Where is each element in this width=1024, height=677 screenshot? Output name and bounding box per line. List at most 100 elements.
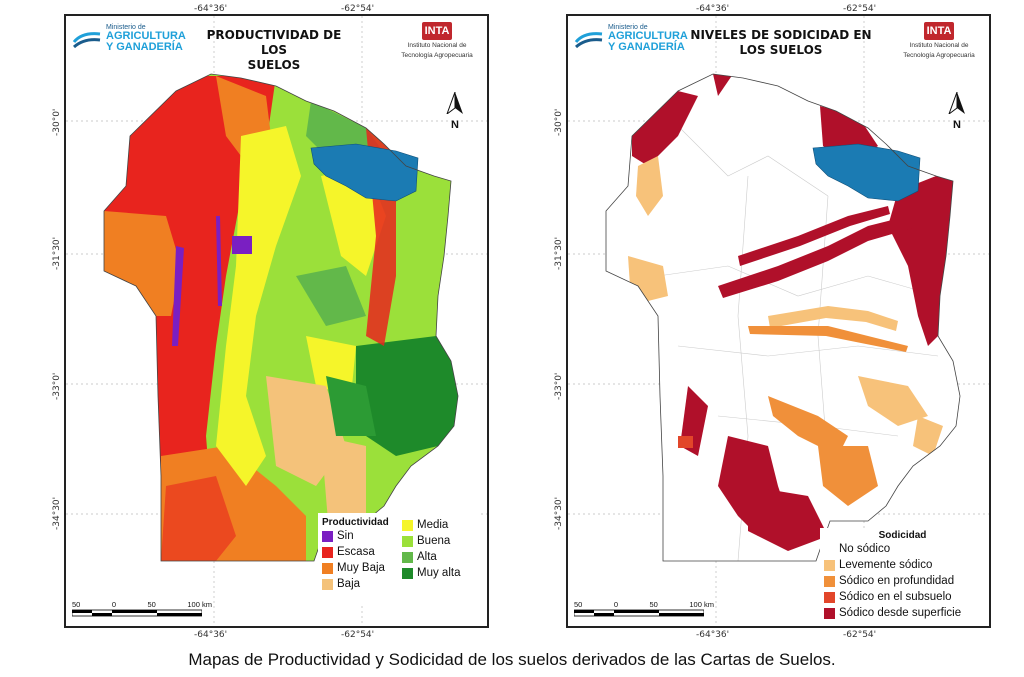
coord-top-right: -62°54' [843, 4, 877, 14]
legend-label: Levemente sódico [839, 559, 933, 571]
legend-label: Sódico en profundidad [839, 575, 955, 587]
ministerio-line2: Y GANADERÍA [106, 41, 183, 53]
legend-title: Sodicidad [878, 530, 927, 541]
lat-30-left: -30°0' [52, 108, 62, 136]
legend-item: Media [402, 517, 474, 533]
scale-label: 0 [111, 600, 117, 609]
north-arrow-icon [947, 91, 965, 116]
coord-bottom-right: -62°54' [843, 630, 877, 640]
legend-item: Escasa [322, 544, 394, 560]
legend-swatch [322, 530, 333, 542]
sodicity-legend: Sodicidad No sódico Levemente sódico Sód… [820, 528, 985, 623]
legend-label: Muy alta [417, 567, 461, 579]
inta-line1: Instituto Nacional de [909, 42, 969, 49]
legend-swatch [322, 562, 333, 574]
sodicity-map [568, 16, 989, 626]
coord-bottom-left: -64°36' [696, 630, 730, 640]
legend-label: Muy Baja [337, 562, 385, 574]
legend-item: Muy Baja [322, 560, 394, 576]
legend-swatch [402, 519, 413, 531]
lat-31-left: -31°30' [554, 236, 564, 270]
inta-line2: Tecnología Agropecuaria [903, 52, 975, 59]
ministerio-logo: Ministerio de AGRICULTURA Y GANADERÍA [72, 24, 186, 53]
legend-swatch [402, 551, 413, 563]
sodicity-map-panel: -64°36' -62°54' -64°36' -62°54' [554, 4, 991, 640]
ministerio-small: Ministerio de [106, 24, 146, 31]
sodicity-map-title: NIVELES DE SODICIDAD EN LOS SUELOS [686, 28, 876, 58]
inta-logo: INTA Instituto Nacional de Tecnología Ag… [401, 22, 473, 60]
scale-label: 0 [613, 600, 619, 609]
mar-chiquita-lake [812, 143, 921, 202]
scale-label: 50 [72, 600, 81, 609]
productivity-map-title: PRODUCTIVIDAD DE LOS SUELOS [194, 28, 354, 73]
legend-label: Sin [337, 530, 354, 542]
legend-item: Sódico en profundidad [824, 573, 981, 589]
legend-swatch [824, 607, 835, 619]
legend-label: Sódico en el subsuelo [839, 591, 952, 603]
legend-item: Levemente sódico [824, 557, 981, 573]
title-line-2: LOS SUELOS [739, 43, 823, 57]
legend-label: No sódico [839, 543, 891, 555]
legend-swatch [322, 578, 333, 590]
inta-name: INTA [924, 22, 954, 40]
scale-bar: 50 0 50 100 km [573, 600, 724, 619]
ministerio-line1: AGRICULTURA [106, 30, 186, 42]
scale-bar-graphic [573, 609, 705, 617]
north-arrow-icon [445, 91, 463, 116]
coord-bottom-left: -64°36' [194, 630, 228, 640]
coord-top-left: -64°36' [696, 4, 730, 14]
title-line-2: SUELOS [247, 58, 301, 72]
scale-label: 100 km [689, 600, 714, 609]
lat-33-left: -33°0' [554, 372, 564, 400]
legend-item: Sódico en el subsuelo [824, 589, 981, 605]
title-line-1: PRODUCTIVIDAD DE LOS [206, 28, 342, 57]
title-line-1: NIVELES DE SODICIDAD EN [690, 28, 872, 42]
mar-chiquita-lake [310, 143, 419, 202]
legend-swatch [322, 546, 333, 558]
legend-swatch [824, 575, 835, 587]
productivity-legend: Productividad Sin Escasa Muy Baja Baja M… [318, 513, 478, 603]
legend-item: Baja [322, 576, 394, 592]
coord-bottom-right: -62°54' [341, 630, 375, 640]
north-label: N [451, 119, 459, 131]
north-arrow: N [945, 91, 969, 131]
inta-line2: Tecnología Agropecuaria [401, 52, 473, 59]
ministerio-logo: Ministerio de AGRICULTURA Y GANADERÍA [574, 24, 688, 53]
lat-30-left: -30°0' [554, 108, 564, 136]
ministerio-emblem-icon [574, 31, 603, 48]
ministerio-line1: AGRICULTURA [608, 30, 688, 42]
legend-title: Productividad [322, 517, 389, 528]
legend-item: Muy alta [402, 565, 474, 581]
legend-swatch [402, 535, 413, 547]
legend-swatch [824, 559, 835, 571]
scale-label: 50 [649, 600, 658, 609]
scale-label: 100 km [187, 600, 212, 609]
figure-caption: Mapas de Productividad y Sodicidad de lo… [188, 650, 836, 669]
ministerio-emblem-icon [72, 31, 101, 48]
lat-33-left: -33°0' [52, 372, 62, 400]
legend-label: Media [417, 519, 449, 531]
north-arrow: N [443, 91, 467, 131]
inta-name: INTA [422, 22, 452, 40]
sin-area-block [232, 236, 252, 254]
scale-label: 50 [147, 600, 156, 609]
coord-top-left: -64°36' [194, 4, 228, 14]
legend-swatch [402, 567, 413, 579]
lat-34-left: -34°30' [554, 496, 564, 530]
inta-line1: Instituto Nacional de [407, 42, 467, 49]
lat-34-left: -34°30' [52, 496, 62, 530]
legend-label: Buena [417, 535, 451, 547]
legend-item: Alta [402, 549, 474, 565]
productivity-map [66, 16, 487, 626]
legend-label: Sódico desde superficie [839, 607, 962, 619]
legend-item: Buena [402, 533, 474, 549]
north-label: N [953, 119, 961, 131]
ministerio-line2: Y GANADERÍA [608, 41, 685, 53]
inta-logo: INTA Instituto Nacional de Tecnología Ag… [903, 22, 975, 60]
legend-label: Baja [337, 578, 361, 590]
scale-label: 50 [574, 600, 583, 609]
legend-item: Sódico desde superficie [824, 605, 981, 621]
ministerio-small: Ministerio de [608, 24, 648, 31]
scale-bar: 50 0 50 100 km [71, 600, 222, 619]
legend-label: Alta [417, 551, 437, 563]
